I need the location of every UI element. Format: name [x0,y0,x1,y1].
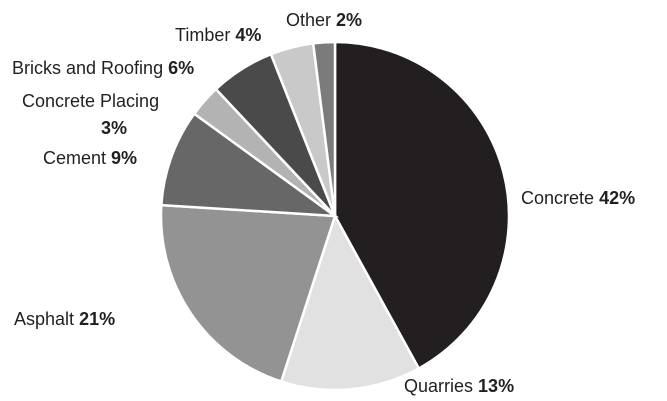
pie-slice [279,212,421,392]
slice-value: 9% [111,148,137,168]
slice-label: Bricks and Roofing 6% [12,58,194,78]
pie-slice [311,40,337,217]
slice-value: 6% [168,58,194,78]
slice-label: Other 2% [286,10,362,30]
slice-value-label: 3% [101,118,127,138]
pie-slice [160,111,340,218]
slice-name: Concrete Placing [22,91,159,111]
slice-label: Concrete 42% [521,188,635,208]
slice-label: Quarries 13% [404,376,514,396]
slice-value: 3% [101,118,127,138]
slice-name: Timber [175,25,230,45]
slice-name: Bricks and Roofing [12,58,163,78]
slice-value: 2% [336,10,362,30]
slice-label: Timber 4% [175,25,261,45]
slice-value: 4% [235,25,261,45]
slice-name: Quarries [404,376,473,396]
slice-value: 21% [79,309,115,329]
slice-value: 42% [599,188,635,208]
slice-name: Cement [43,148,106,168]
slice-label: Concrete Placing [22,91,159,111]
slice-name: Concrete [521,188,594,208]
slice-value: 13% [478,376,514,396]
slice-label: Asphalt 21% [14,309,115,329]
slice-label: Cement 9% [43,148,137,168]
slice-name: Other [286,10,331,30]
slice-name: Asphalt [14,309,74,329]
pie-slice [333,40,511,371]
pie-slice [159,203,337,384]
